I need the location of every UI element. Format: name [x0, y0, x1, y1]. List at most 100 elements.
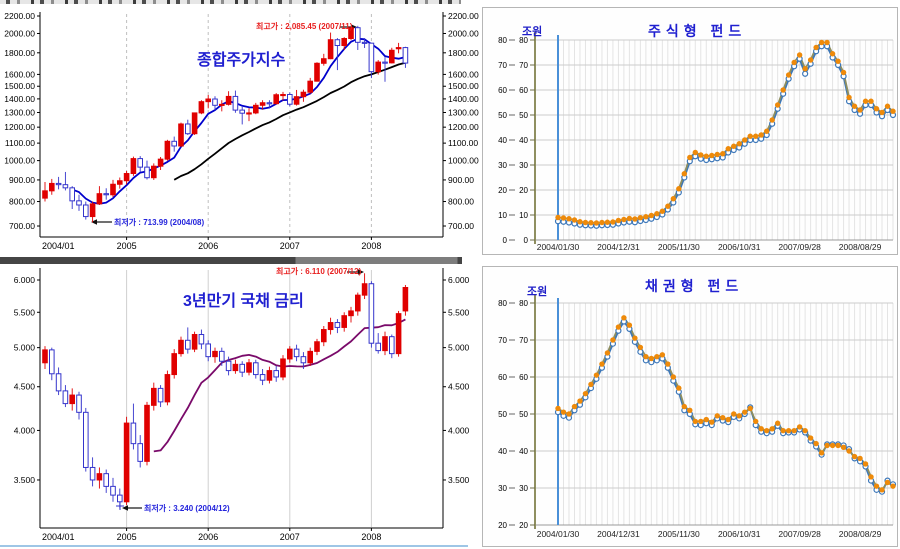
svg-text:2005: 2005 [117, 532, 137, 542]
svg-text:50: 50 [519, 410, 528, 419]
svg-text:2008/08/29: 2008/08/29 [839, 242, 882, 252]
svg-text:2004/01: 2004/01 [42, 241, 75, 251]
window-separator-bar [0, 257, 462, 264]
kospi-low-annotation: 최저가 : 713.99 (2004/08) [114, 218, 205, 227]
svg-text:70: 70 [498, 61, 507, 70]
svg-text:2007: 2007 [280, 532, 300, 542]
svg-text:2006/10/31: 2006/10/31 [718, 242, 761, 252]
svg-text:70: 70 [519, 336, 528, 345]
bond-rate-high-annotation: 최고가 : 6.110 (2007/12) [276, 267, 362, 276]
svg-text:1200.00: 1200.00 [448, 122, 479, 132]
svg-text:2007: 2007 [280, 241, 300, 251]
svg-text:1400.00: 1400.00 [4, 94, 35, 104]
svg-text:6.000: 6.000 [14, 275, 36, 285]
svg-text:1000.00: 1000.00 [448, 156, 479, 166]
svg-text:1100.00: 1100.00 [448, 138, 478, 148]
svg-text:1200.00: 1200.00 [4, 122, 35, 132]
svg-text:30: 30 [498, 161, 507, 170]
svg-text:40: 40 [519, 136, 528, 145]
svg-text:5.500: 5.500 [14, 307, 36, 317]
svg-text:4.000: 4.000 [448, 425, 470, 435]
svg-text:4.500: 4.500 [448, 382, 470, 392]
bond-fund-chart [534, 295, 894, 529]
bottom-edge-line [0, 545, 468, 547]
svg-text:10: 10 [498, 211, 507, 220]
svg-text:5.500: 5.500 [448, 307, 470, 317]
svg-text:80: 80 [498, 299, 507, 308]
svg-text:1600.00: 1600.00 [448, 69, 479, 79]
svg-text:30: 30 [519, 484, 528, 493]
svg-text:70: 70 [519, 61, 528, 70]
equity-fund-chart [534, 32, 894, 244]
svg-text:60: 60 [498, 86, 507, 95]
svg-text:1500.00: 1500.00 [4, 81, 35, 91]
svg-text:900.00: 900.00 [448, 175, 474, 185]
svg-text:5.000: 5.000 [14, 343, 36, 353]
svg-text:2200.00: 2200.00 [448, 11, 479, 21]
bond-fund-unit-label: 조원 [527, 286, 548, 298]
svg-text:50: 50 [498, 410, 507, 419]
svg-text:40: 40 [498, 447, 507, 456]
bond-fund-blue-line [557, 320, 894, 493]
bond-rate-y-axis-labels: 6.000 6.000 5.500 5.500 5.000 5.000 4.500 4.500… [14, 275, 470, 485]
svg-text:1800.00: 1800.00 [4, 48, 35, 58]
svg-text:2006: 2006 [198, 532, 218, 542]
svg-text:1600.00: 1600.00 [4, 69, 35, 79]
svg-text:50: 50 [498, 111, 507, 120]
kospi-chart-title: 종합주가지수 [197, 52, 286, 69]
equity-fund-y-axis-labels: 80 80 70 70 60 60 50 50 40 40 30 30 20 20 10 10 0 0 [498, 36, 535, 245]
equity-fund-unit-label: 조원 [522, 26, 543, 38]
svg-text:2004/01: 2004/01 [42, 532, 75, 542]
svg-text:2004/01/30: 2004/01/30 [537, 242, 580, 252]
bond-fund-orange-line [557, 316, 894, 491]
svg-text:700.00: 700.00 [448, 221, 474, 231]
bond-rate-low-annotation: 최저가 : 3.240 (2004/12) [144, 504, 230, 513]
kospi-y-axis-labels: 2200.00 2200.00 2000.00 2000.00 1800.00 1800.… [4, 11, 479, 231]
equity-fund-markers [554, 39, 897, 229]
bond-rate-chart-title: 3년만기 국채 금리 [183, 293, 304, 310]
svg-text:2006: 2006 [198, 241, 218, 251]
svg-text:2007/09/28: 2007/09/28 [778, 529, 821, 539]
svg-text:40: 40 [498, 136, 507, 145]
svg-text:40: 40 [519, 447, 528, 456]
kospi-ma-line [71, 37, 406, 205]
svg-text:2000.00: 2000.00 [4, 28, 35, 38]
svg-text:1500.00: 1500.00 [448, 81, 479, 91]
svg-text:20: 20 [519, 521, 528, 530]
kospi-x-axis-labels: 2004/01 2005 2006 2007 2008 [42, 241, 381, 251]
svg-text:3.500: 3.500 [448, 475, 470, 485]
svg-text:800.00: 800.00 [448, 197, 474, 207]
svg-text:2005/11/30: 2005/11/30 [658, 242, 700, 252]
svg-text:900.00: 900.00 [9, 175, 35, 185]
svg-text:1400.00: 1400.00 [448, 94, 479, 104]
svg-text:30: 30 [498, 484, 507, 493]
svg-text:2007/09/28: 2007/09/28 [778, 242, 821, 252]
svg-text:60: 60 [498, 373, 507, 382]
svg-text:70: 70 [498, 336, 507, 345]
equity-fund-orange-line [557, 41, 894, 224]
bond-fund-markers [554, 315, 897, 495]
svg-text:0: 0 [503, 236, 508, 245]
svg-text:20: 20 [498, 186, 507, 195]
equity-fund-x-axis-labels: 2004/01/30 2004/12/31 2005/11/30 2006/10/31… [537, 242, 882, 252]
svg-text:80: 80 [519, 299, 528, 308]
svg-text:0: 0 [524, 236, 529, 245]
svg-text:1300.00: 1300.00 [4, 107, 35, 117]
svg-text:80: 80 [519, 36, 528, 45]
bond-rate-candles [42, 273, 409, 509]
svg-text:3.500: 3.500 [14, 475, 36, 485]
bond-fund-y-axis-labels: 80 80 70 70 60 60 50 50 40 40 30 30 20 20 [498, 299, 535, 530]
svg-text:2004/12/31: 2004/12/31 [597, 242, 640, 252]
svg-text:4.500: 4.500 [14, 382, 36, 392]
svg-text:4.000: 4.000 [14, 425, 36, 435]
bond-rate-x-axis-labels: 2004/01 2005 2006 2007 2008 [42, 532, 381, 542]
equity-fund-title: 주식형 펀드 [648, 23, 747, 39]
svg-text:2005: 2005 [117, 241, 137, 251]
svg-text:2008: 2008 [361, 241, 381, 251]
svg-text:50: 50 [519, 111, 528, 120]
svg-text:80: 80 [498, 36, 507, 45]
svg-text:60: 60 [519, 86, 528, 95]
kospi-chart [39, 12, 444, 240]
